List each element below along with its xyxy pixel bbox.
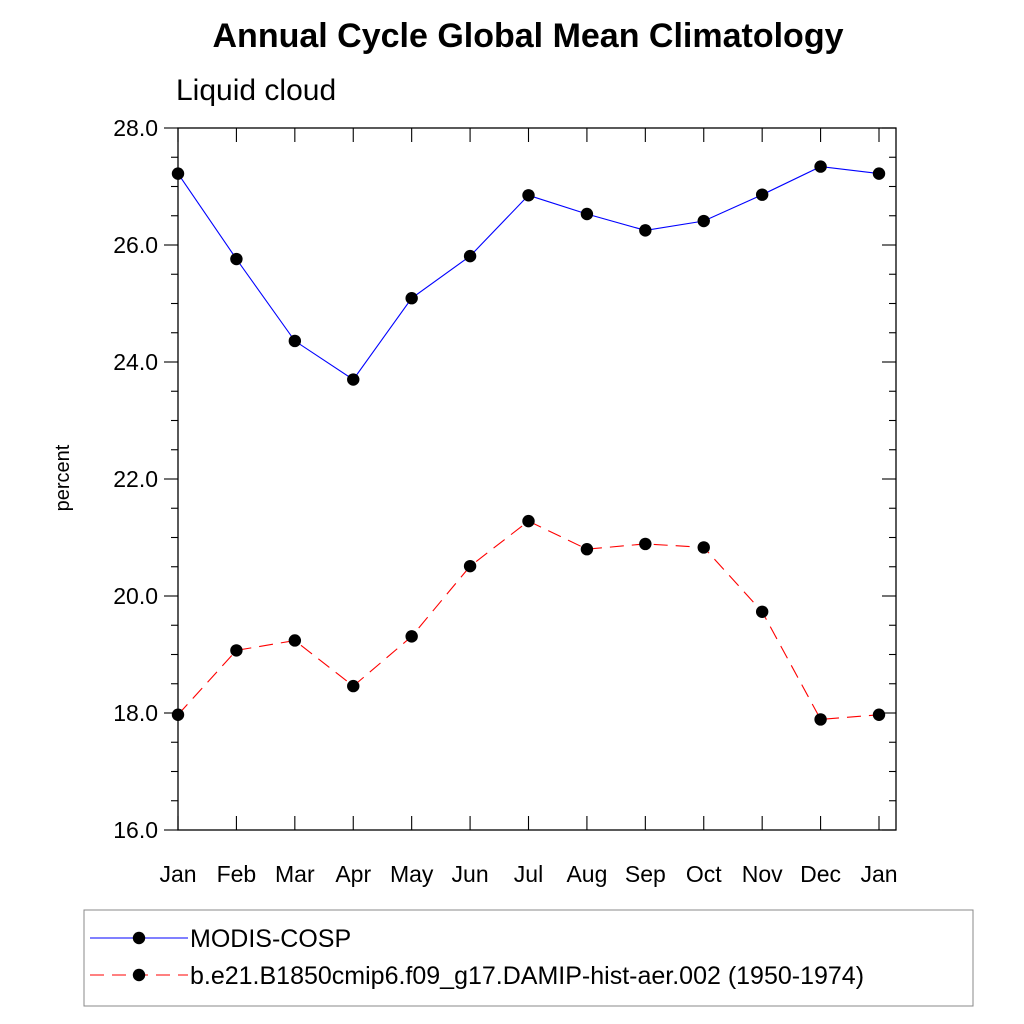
y-tick-label: 26.0 <box>113 232 158 258</box>
data-point <box>814 160 827 173</box>
legend-box <box>83 909 974 1007</box>
data-point <box>755 188 769 201</box>
axis-ticks <box>164 127 896 831</box>
data-point <box>522 514 535 528</box>
legend-marker <box>132 968 146 982</box>
data-point <box>872 708 886 721</box>
y-tick-label: 24.0 <box>113 349 158 375</box>
series-lines <box>177 166 880 720</box>
legend-entries: MODIS-COSP b.e21.B1850cmip6.f09_g17.DAMIP… <box>90 925 864 990</box>
data-point <box>171 708 185 721</box>
data-point <box>405 292 418 305</box>
data-point <box>230 644 243 657</box>
x-tick-label: Oct <box>686 861 722 887</box>
data-point <box>171 167 185 180</box>
x-tick-label: Feb <box>217 861 257 887</box>
data-point <box>639 224 652 237</box>
y-tick-label: 28.0 <box>113 115 158 141</box>
chart-title: Annual Cycle Global Mean Climatology <box>213 17 844 55</box>
data-point <box>697 214 710 228</box>
legend-label-1: MODIS-COSP <box>190 925 351 953</box>
data-point <box>580 543 594 556</box>
x-tick-label: Mar <box>275 861 315 887</box>
x-tick-label: Nov <box>742 861 783 887</box>
data-point <box>230 252 243 266</box>
x-tick-label: May <box>390 861 434 887</box>
data-point <box>347 679 360 693</box>
data-point <box>522 189 535 202</box>
x-tick-label: Aug <box>566 861 607 887</box>
data-point <box>872 167 886 180</box>
plot-border <box>177 127 897 831</box>
y-axis-label: percent <box>52 444 74 511</box>
x-tick-labels: Jan Feb Mar Apr May Jun Jul Aug Sep Oct Nov Dec Jan <box>159 861 897 887</box>
legend-marker <box>132 931 146 945</box>
y-tick-label: 16.0 <box>113 817 158 843</box>
data-point <box>814 713 827 726</box>
data-point <box>347 373 360 386</box>
x-tick-label: Apr <box>335 861 371 887</box>
y-tick-label: 20.0 <box>113 583 158 609</box>
chart-subtitle: Liquid cloud <box>176 74 336 107</box>
x-tick-label: Jan <box>860 861 897 887</box>
y-tick-label: 18.0 <box>113 700 158 726</box>
data-point <box>405 630 418 643</box>
data-point <box>463 249 477 263</box>
legend: MODIS-COSP b.e21.B1850cmip6.f09_g17.DAMIP… <box>83 909 974 1007</box>
x-tick-label: Jul <box>514 861 543 887</box>
y-tick-label: 22.0 <box>113 466 158 492</box>
plot-frame <box>177 127 897 831</box>
data-point <box>463 559 477 573</box>
legend-label-2: b.e21.B1850cmip6.f09_g17.DAMIP-hist-aer.… <box>190 962 864 990</box>
x-tick-label: Jan <box>159 861 196 887</box>
data-point <box>697 541 710 554</box>
data-point <box>639 537 652 551</box>
data-point <box>755 605 769 618</box>
data-point <box>288 634 302 647</box>
data-point <box>288 334 302 348</box>
x-tick-label: Dec <box>800 861 841 887</box>
data-point <box>580 207 594 221</box>
series-markers <box>171 160 886 726</box>
x-tick-label: Jun <box>452 861 489 887</box>
y-tick-labels: 16.0 18.0 20.0 22.0 24.0 26.0 28.0 <box>113 115 158 843</box>
series-line-2 <box>177 520 880 720</box>
x-tick-label: Sep <box>625 861 666 887</box>
